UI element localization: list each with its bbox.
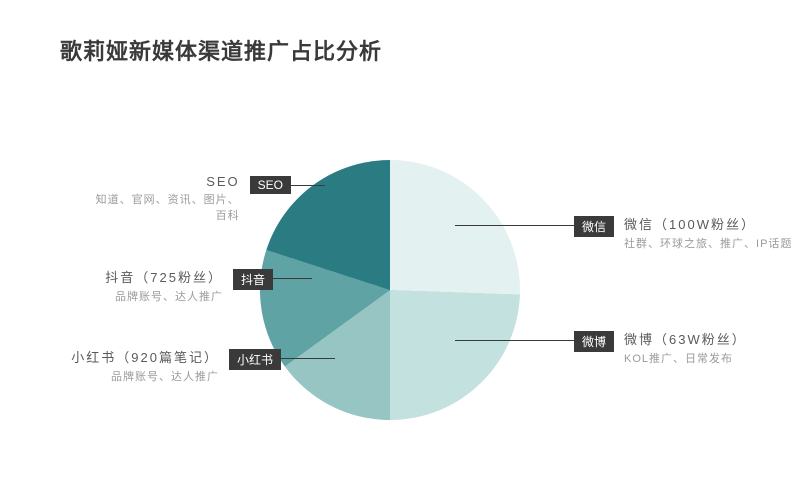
annotation-sub: 品牌账号、达人推广 [105, 288, 223, 304]
annotation-wechat: 微信微信（100W粉丝） 社群、环球之旅、推广、IP话题 [455, 214, 792, 251]
annotation-heading: 抖音（725粉丝） [105, 267, 223, 286]
annotation-sub: 知道、官网、资讯、图片、百科 [96, 191, 240, 223]
annotation-douyin: 抖音抖音（725粉丝） 品牌账号、达人推广 [105, 267, 312, 304]
annotation-heading: 小红书（920篇笔记） [71, 347, 219, 366]
leader-line [280, 358, 335, 359]
leader-line [272, 278, 312, 279]
badge-label: 抖音 [233, 269, 273, 290]
annotation-sub: 社群、环球之旅、推广、IP话题 [624, 235, 792, 251]
badge-label: SEO [250, 176, 291, 194]
annotation-text: SEO 知道、官网、资讯、图片、百科 [96, 174, 240, 223]
annotation-seo: SEO SEO 知道、官网、资讯、图片、百科 [96, 174, 325, 223]
annotation-heading: SEO [96, 174, 240, 189]
annotation-sub: 品牌账号、达人推广 [71, 368, 219, 384]
leader-line [455, 225, 575, 226]
annotation-weibo: 微博微博（63W粉丝） KOL推广、日常发布 [455, 329, 747, 366]
leader-line [290, 185, 325, 186]
annotation-text: 抖音（725粉丝） 品牌账号、达人推广 [105, 267, 223, 304]
annotation-xiaohongshu: 小红书小红书（920篇笔记） 品牌账号、达人推广 [71, 347, 335, 384]
annotation-text: 微博（63W粉丝） KOL推广、日常发布 [624, 329, 747, 366]
badge-label: 小红书 [229, 349, 281, 370]
annotation-heading: 微博（63W粉丝） [624, 329, 747, 348]
page-title: 歌莉娅新媒体渠道推广占比分析 [60, 34, 382, 66]
annotation-text: 微信（100W粉丝） 社群、环球之旅、推广、IP话题 [624, 214, 792, 251]
annotation-heading: 微信（100W粉丝） [624, 214, 792, 233]
leader-line [455, 340, 575, 341]
badge-label: 微信 [574, 216, 614, 237]
annotation-sub: KOL推广、日常发布 [624, 350, 747, 366]
annotation-text: 小红书（920篇笔记） 品牌账号、达人推广 [71, 347, 219, 384]
badge-label: 微博 [574, 331, 614, 352]
